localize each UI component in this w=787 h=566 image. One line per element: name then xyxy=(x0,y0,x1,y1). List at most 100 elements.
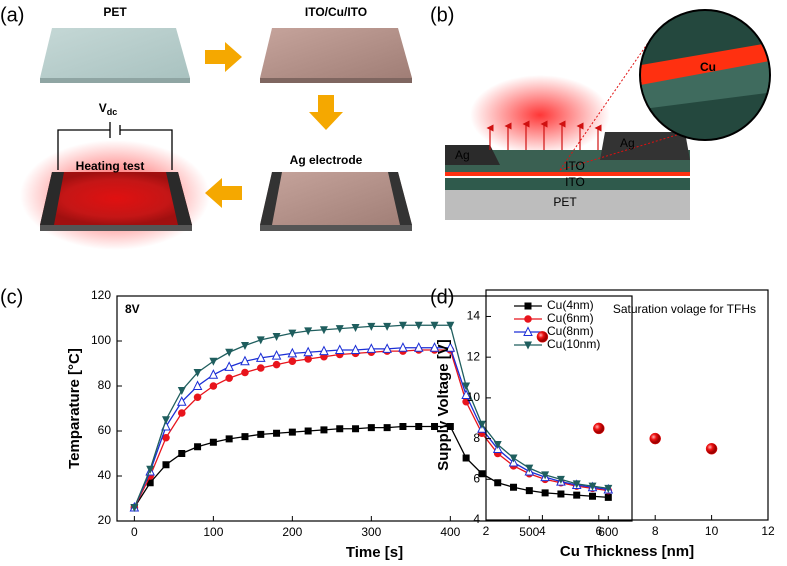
marker xyxy=(446,321,455,330)
marker xyxy=(366,343,377,353)
voltage-symbol: V xyxy=(99,101,107,115)
marker xyxy=(241,368,249,377)
point xyxy=(536,331,549,343)
y-tick-label: 20 xyxy=(98,513,112,527)
y-tick-label: 120 xyxy=(91,288,111,302)
device xyxy=(445,9,771,220)
x-tick-label: 500 xyxy=(519,525,539,539)
annotation: Saturation volage for TFHs xyxy=(613,302,756,316)
step-label: PET xyxy=(103,5,127,19)
marker xyxy=(462,454,470,462)
marker xyxy=(557,490,565,498)
marker xyxy=(541,489,549,497)
y-tick-label: 8 xyxy=(473,431,480,445)
ito-slab xyxy=(260,28,412,83)
marker xyxy=(320,426,328,434)
legend-label: Cu(8nm) xyxy=(547,324,594,338)
marker xyxy=(193,393,202,402)
marker xyxy=(177,409,186,417)
marker xyxy=(288,329,297,338)
x-tick-label: 100 xyxy=(203,525,223,539)
marker xyxy=(146,465,155,474)
marker xyxy=(241,433,249,441)
marker xyxy=(398,321,407,330)
marker xyxy=(462,382,471,391)
marker xyxy=(209,357,218,366)
marker xyxy=(272,333,281,341)
marker xyxy=(335,325,344,334)
marker xyxy=(272,360,281,369)
marker xyxy=(273,429,281,437)
x-tick-label: 10 xyxy=(705,524,719,538)
marker xyxy=(509,454,518,463)
marker xyxy=(256,336,265,345)
x-tick-label: 200 xyxy=(282,525,302,539)
marker xyxy=(604,484,613,493)
legend-label: Cu(4nm) xyxy=(547,298,594,312)
marker xyxy=(510,483,518,491)
marker xyxy=(572,480,581,489)
layer-label: ITO xyxy=(565,175,585,189)
step-label: Ag electrode xyxy=(290,153,363,167)
marker xyxy=(351,324,360,332)
marker xyxy=(399,423,407,430)
marker xyxy=(445,342,456,352)
arrow xyxy=(205,42,242,72)
marker xyxy=(287,347,298,358)
marker xyxy=(130,504,139,512)
layer-label: Ag xyxy=(620,136,635,150)
x-tick-label: 400 xyxy=(440,525,460,539)
marker xyxy=(304,355,312,363)
marker xyxy=(383,322,392,331)
marker xyxy=(209,438,217,446)
y-tick-label: 4 xyxy=(473,512,480,526)
marker xyxy=(350,344,361,354)
marker xyxy=(225,348,234,357)
x-tick-label: 300 xyxy=(361,525,381,539)
legend-label: Cu(10nm) xyxy=(547,337,600,351)
point xyxy=(649,432,661,445)
marker xyxy=(176,396,187,406)
pet-slab xyxy=(40,28,190,83)
point xyxy=(705,443,718,455)
y-axis-label: Temparature [°C] xyxy=(66,348,83,469)
marker xyxy=(336,425,344,433)
marker xyxy=(334,344,345,354)
x-tick-label: 4 xyxy=(539,524,546,538)
arrow xyxy=(205,178,242,208)
marker xyxy=(304,427,312,435)
zoom-label: Cu xyxy=(700,60,716,74)
marker xyxy=(589,492,597,500)
voltage-label: Vdc xyxy=(99,101,118,117)
x-axis-label: Time [s] xyxy=(346,544,403,561)
marker xyxy=(430,321,439,330)
marker xyxy=(604,493,612,501)
panel-label: (b) xyxy=(430,4,454,26)
marker xyxy=(478,470,486,478)
marker xyxy=(209,382,218,390)
x-tick-label: 0 xyxy=(131,525,138,539)
legend-marker xyxy=(523,326,533,336)
marker xyxy=(303,346,313,357)
step-label: Heating test xyxy=(76,159,145,173)
marker xyxy=(304,327,313,336)
marker xyxy=(382,343,392,353)
marker xyxy=(477,420,486,429)
marker xyxy=(525,487,533,495)
layer-label: ITO xyxy=(565,159,585,173)
marker xyxy=(161,416,170,425)
plot-frame xyxy=(485,289,769,521)
arrow xyxy=(309,95,343,130)
marker xyxy=(194,443,202,451)
marker xyxy=(193,369,202,377)
ag-slab xyxy=(260,172,412,231)
marker xyxy=(352,425,360,433)
marker xyxy=(225,374,233,382)
marker xyxy=(225,435,233,443)
marker xyxy=(367,322,376,331)
legend-marker xyxy=(524,315,532,323)
marker xyxy=(192,380,203,390)
marker xyxy=(240,355,250,366)
marker xyxy=(271,350,282,360)
